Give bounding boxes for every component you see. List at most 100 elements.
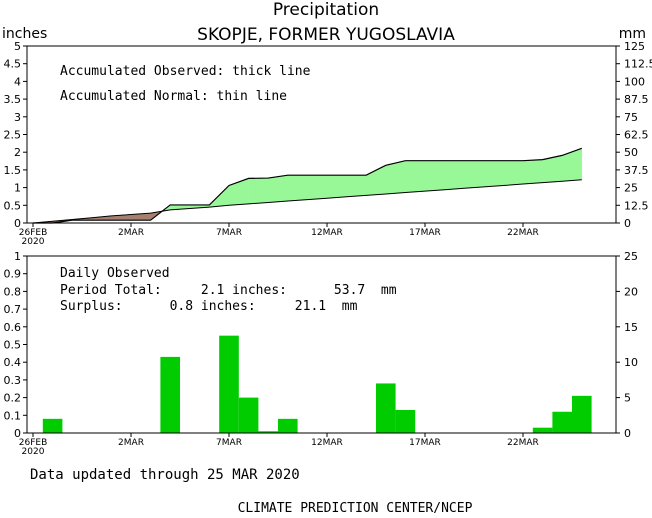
daily-bar — [219, 335, 239, 433]
x-tick-label: 12MAR — [311, 438, 343, 448]
right-y-tick-label: 62.5 — [624, 129, 649, 142]
x-tick-label: 17MAR — [409, 228, 441, 238]
left-y-tick-label: 0.4 — [4, 356, 22, 369]
daily-observed-label: Daily Observed — [60, 266, 170, 281]
surplus-area — [405, 160, 426, 193]
surplus-area — [463, 160, 485, 189]
credit-text: CLIMATE PREDICTION CENTER/NCEP — [238, 501, 473, 516]
right-y-tick-label: 25 — [624, 182, 638, 195]
x-tick-label: 12MAR — [311, 228, 343, 238]
right-y-tick-label: 12.5 — [624, 199, 649, 212]
accumulated-lines — [32, 147, 583, 224]
right-y-tick-label: 37.5 — [624, 164, 649, 177]
surplus-area — [424, 160, 445, 192]
surplus-area — [444, 160, 465, 190]
left-y-tick-label: 0.3 — [4, 374, 22, 387]
top-left-axis-unit: inches — [2, 26, 47, 42]
surplus-area — [483, 160, 504, 188]
left-y-tick-label: 0.8 — [4, 285, 22, 298]
station-subtitle: SKOPJE, FORMER YUGOSLAVIA — [197, 25, 455, 45]
right-y-tick-label: 0 — [624, 217, 631, 230]
left-y-tick-label: 0.6 — [4, 321, 22, 334]
surplus-area — [287, 174, 308, 202]
left-y-tick-label: 1.5 — [4, 164, 22, 177]
left-y-tick-label: 0.5 — [4, 199, 22, 212]
daily-bar — [395, 409, 416, 433]
surplus-area — [503, 160, 524, 186]
left-y-tick-label: 3 — [14, 111, 21, 124]
top-right-axis-unit: mm — [619, 26, 646, 42]
x-tick-sublabel: 2020 — [22, 237, 45, 247]
x-tick-label: 17MAR — [409, 438, 441, 448]
x-tick-label: 22MAR — [507, 228, 539, 238]
surplus-area — [307, 174, 328, 200]
surplus-area — [522, 159, 543, 185]
x-tick-label: 26FEB — [19, 228, 48, 238]
left-y-tick-label: 5 — [14, 40, 21, 53]
right-y-tick-label: 20 — [624, 285, 638, 298]
daily-bar — [552, 411, 572, 433]
right-y-tick-label: 10 — [624, 356, 638, 369]
right-y-tick-label: 5 — [624, 392, 631, 405]
right-y-tick-label: 15 — [624, 321, 638, 334]
accumulated-normal-line — [32, 179, 582, 224]
left-y-tick-label: 0.7 — [4, 303, 22, 316]
right-y-tick-label: 112.5 — [624, 58, 652, 71]
surplus-area — [326, 174, 347, 199]
bottom-axes: 00.10.20.30.40.50.60.70.80.9105101520252… — [4, 250, 639, 457]
daily-bar — [42, 418, 63, 433]
x-tick-sublabel: 2020 — [22, 447, 45, 457]
left-y-tick-label: 0.9 — [4, 268, 22, 281]
x-tick-label: 22MAR — [507, 438, 539, 448]
right-y-tick-label: 100 — [624, 75, 645, 88]
page-title: Precipitation — [273, 0, 379, 20]
surplus-area — [267, 174, 289, 203]
right-y-tick-label: 50 — [624, 146, 638, 159]
surplus-area — [561, 147, 583, 182]
left-y-tick-label: 0.5 — [4, 339, 22, 352]
daily-chart: 00.10.20.30.40.50.60.70.80.9105101520252… — [4, 250, 639, 457]
left-y-tick-label: 1 — [14, 182, 21, 195]
left-y-tick-label: 3.5 — [4, 93, 22, 106]
left-y-tick-label: 1 — [14, 250, 21, 263]
left-y-tick-label: 0.1 — [4, 409, 22, 422]
accumulated-fill-areas — [32, 147, 583, 224]
accumulated-chart: 00.511.522.533.544.55012.52537.55062.575… — [4, 40, 652, 247]
left-y-tick-label: 2 — [14, 146, 21, 159]
left-y-tick-label: 4.5 — [4, 58, 22, 71]
daily-bar — [376, 383, 396, 433]
left-y-tick-label: 4 — [14, 75, 21, 88]
daily-bar — [278, 418, 298, 433]
left-y-tick-label: 0 — [14, 427, 21, 440]
daily-bar — [258, 431, 278, 433]
daily-bar — [160, 356, 180, 433]
x-tick-label: 2MAR — [118, 228, 144, 238]
right-y-tick-label: 0 — [624, 427, 631, 440]
surplus-area — [346, 174, 367, 198]
top-axes: 00.511.522.533.544.55012.52537.55062.575… — [4, 40, 652, 247]
daily-bar — [238, 397, 259, 433]
x-tick-label: 7MAR — [216, 228, 242, 238]
surplus-text: Surplus: 0.8 inches: 21.1 mm — [60, 299, 358, 314]
right-y-tick-label: 75 — [624, 111, 638, 124]
x-tick-label: 2MAR — [118, 438, 144, 448]
normal-legend-note: Accumulated Normal: thin line — [60, 89, 287, 104]
surplus-area — [385, 160, 406, 195]
data-updated-text: Data updated through 25 MAR 2020 — [30, 467, 300, 483]
daily-bars — [42, 335, 592, 433]
right-y-tick-label: 125 — [624, 40, 645, 53]
surplus-area — [248, 177, 269, 205]
left-y-tick-label: 0 — [14, 217, 21, 230]
observed-legend-note: Accumulated Observed: thick line — [60, 64, 311, 79]
daily-bar — [532, 427, 553, 433]
accumulated-observed-line — [33, 147, 583, 224]
right-y-tick-label: 87.5 — [624, 93, 649, 106]
left-y-tick-label: 2.5 — [4, 129, 22, 142]
period-total-text: Period Total: 2.1 inches: 53.7 mm — [60, 283, 397, 298]
left-y-tick-label: 0.2 — [4, 392, 22, 405]
x-tick-label: 26FEB — [19, 438, 48, 448]
daily-bar — [572, 395, 592, 433]
right-y-tick-label: 25 — [624, 250, 638, 263]
x-tick-label: 7MAR — [216, 438, 242, 448]
